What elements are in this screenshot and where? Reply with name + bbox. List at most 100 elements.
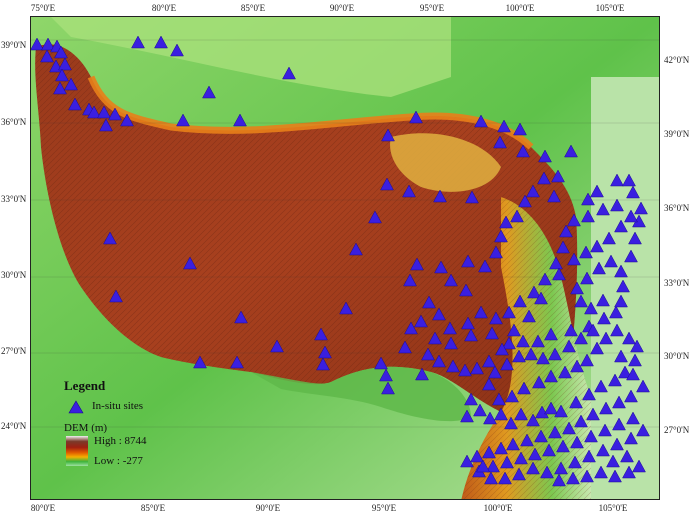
in-situ-site-marker [562,339,576,353]
in-situ-site-marker [460,454,474,468]
top-lon-tick: 85°0'E [240,3,266,13]
in-situ-site-marker [552,267,566,281]
in-situ-site-marker [579,245,593,259]
in-situ-site-marker [535,405,549,419]
in-situ-site-marker [598,423,612,437]
in-situ-site-marker [582,449,596,463]
dem-color-ramp [66,436,88,466]
in-situ-site-marker [492,392,506,406]
in-situ-site-marker [482,377,496,391]
in-situ-site-marker [569,395,583,409]
in-situ-site-marker [482,445,496,459]
in-situ-site-marker [636,379,650,393]
in-situ-site-marker [520,433,534,447]
in-situ-site-marker [548,425,562,439]
in-situ-site-marker [202,85,216,99]
in-situ-site-marker [581,192,595,206]
top-lon-tick: 100°0'E [505,3,535,13]
in-situ-site-marker [606,454,620,468]
in-situ-site-marker [614,349,628,363]
in-situ-site-marker [568,455,582,469]
in-situ-site-marker [433,189,447,203]
in-situ-site-marker [460,409,474,423]
in-situ-site-marker [374,356,388,370]
in-situ-site-marker [414,314,428,328]
in-situ-site-marker [421,347,435,361]
in-situ-site-marker [574,294,588,308]
in-situ-site-marker [628,353,642,367]
in-situ-site-marker [461,316,475,330]
in-situ-site-marker [570,359,584,373]
in-situ-site-marker [108,107,122,121]
in-situ-site-marker [513,122,527,136]
in-situ-site-marker [518,194,532,208]
in-situ-site-marker [524,347,538,361]
in-situ-site-marker [618,365,632,379]
in-situ-site-marker [552,473,566,487]
in-situ-site-marker [316,357,330,371]
in-situ-site-marker [103,231,117,245]
in-situ-site-marker [507,323,521,337]
in-situ-site-marker [402,184,416,198]
in-situ-site-marker [41,37,55,51]
in-situ-site-marker [612,417,626,431]
in-situ-site-marker [465,190,479,204]
in-situ-site-marker [544,369,558,383]
in-situ-site-marker [542,443,556,457]
in-situ-site-marker [622,465,636,479]
in-situ-site-marker [493,135,507,149]
in-situ-site-marker [234,310,248,324]
in-situ-site-marker [404,321,418,335]
in-situ-site-marker [636,423,650,437]
in-situ-site-marker [459,283,473,297]
in-situ-site-marker [482,354,496,368]
in-situ-site-marker [608,469,622,483]
in-situ-site-marker [230,355,244,369]
in-situ-site-marker [574,331,588,345]
in-situ-site-marker [398,340,412,354]
in-situ-site-marker [500,357,514,371]
in-situ-site-marker [610,437,624,451]
in-situ-site-marker [628,231,642,245]
in-situ-site-marker [504,416,518,430]
in-situ-site-marker [564,323,578,337]
in-situ-site-marker [486,459,500,473]
in-situ-site-marker [580,353,594,367]
in-situ-site-marker [434,260,448,274]
legend-site-label: In-situ sites [92,400,144,412]
in-situ-site-marker [512,467,526,481]
in-situ-site-marker [474,305,488,319]
in-situ-site-marker [596,293,610,307]
in-situ-site-marker [502,336,516,350]
in-situ-site-marker [602,231,616,245]
in-situ-site-marker [551,169,565,183]
in-situ-site-marker [526,461,540,475]
in-situ-site-marker [444,336,458,350]
in-situ-site-marker [485,326,499,340]
in-situ-site-marker [87,105,101,119]
in-situ-site-marker [581,209,595,223]
in-situ-site-marker [497,119,511,133]
in-situ-site-marker [558,365,572,379]
in-situ-site-marker [554,404,568,418]
in-situ-site-layer [31,35,650,487]
in-situ-site-marker [534,291,548,305]
in-situ-site-marker [494,229,508,243]
in-situ-site-marker [531,334,545,348]
legend-low-label: Low : -277 [94,455,143,467]
in-situ-site-marker [510,209,524,223]
in-situ-site-marker [495,342,509,356]
in-situ-site-marker [547,189,561,203]
in-situ-site-marker [68,97,82,111]
in-situ-site-marker [622,331,636,345]
in-situ-site-marker [586,407,600,421]
left-lat-tick: 33°0'N [1,194,27,204]
legend-high-label: High : 8744 [94,435,147,447]
in-situ-site-marker [415,367,429,381]
in-situ-site-marker [514,407,528,421]
in-situ-site-marker [193,355,207,369]
in-situ-site-marker [526,184,540,198]
in-situ-site-marker [624,209,638,223]
in-situ-site-marker [410,257,424,271]
in-situ-site-marker [99,118,113,132]
